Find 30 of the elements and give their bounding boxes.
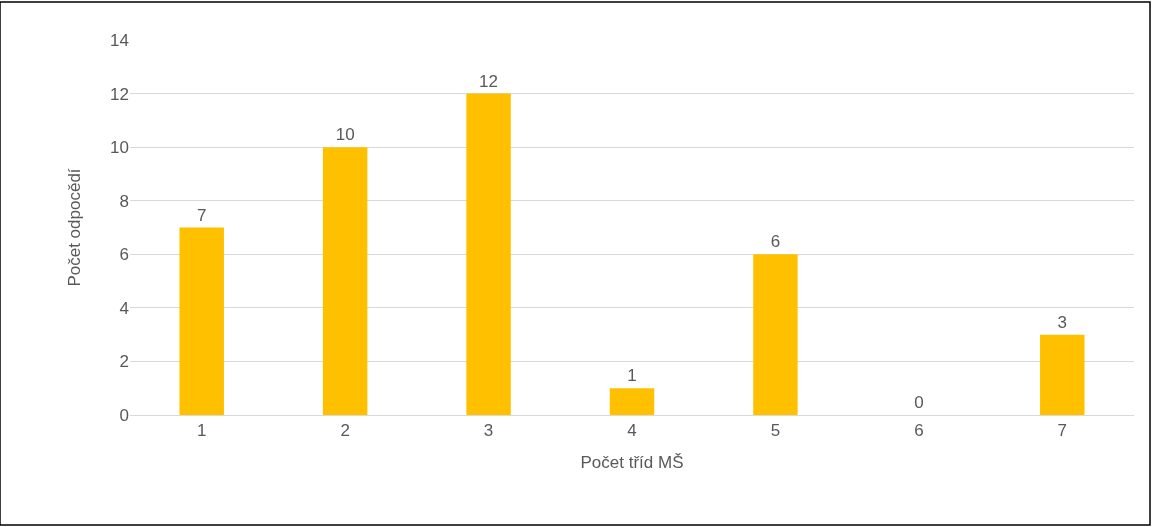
x-tick-label: 7: [1057, 421, 1068, 441]
bar: [322, 147, 368, 415]
y-tick-label: 0: [119, 405, 129, 425]
y-tick-label: 2: [119, 352, 129, 372]
bar: [466, 93, 511, 415]
x-tick-label: 2: [340, 421, 350, 441]
y-tick-label: 12: [110, 84, 129, 104]
y-axis-title: Počet odpocědí: [64, 168, 84, 287]
data-label: 3: [1057, 312, 1068, 332]
data-label: 1: [627, 366, 637, 386]
data-label: 0: [914, 393, 924, 412]
bar: [1040, 334, 1085, 415]
x-tick-label: 6: [914, 421, 924, 441]
bar: [753, 254, 798, 415]
data-label: 12: [479, 71, 499, 91]
y-tick-label: 4: [119, 298, 129, 318]
bar: [179, 227, 224, 415]
y-tick-label: 6: [119, 245, 129, 265]
data-label: 6: [770, 232, 781, 252]
x-tick-label: 4: [627, 421, 637, 441]
y-tick-label: 14: [110, 30, 129, 50]
x-tick-label: 1: [196, 421, 207, 441]
data-label: 7: [196, 205, 207, 225]
data-label: 10: [335, 125, 355, 145]
y-tick-label: 8: [119, 191, 129, 211]
bar: [609, 388, 655, 415]
x-axis-title: Počet tříd MŠ: [580, 452, 684, 472]
x-tick-label: 3: [483, 421, 494, 441]
y-tick-label: 10: [110, 138, 129, 158]
x-tick-label: 5: [770, 421, 781, 441]
